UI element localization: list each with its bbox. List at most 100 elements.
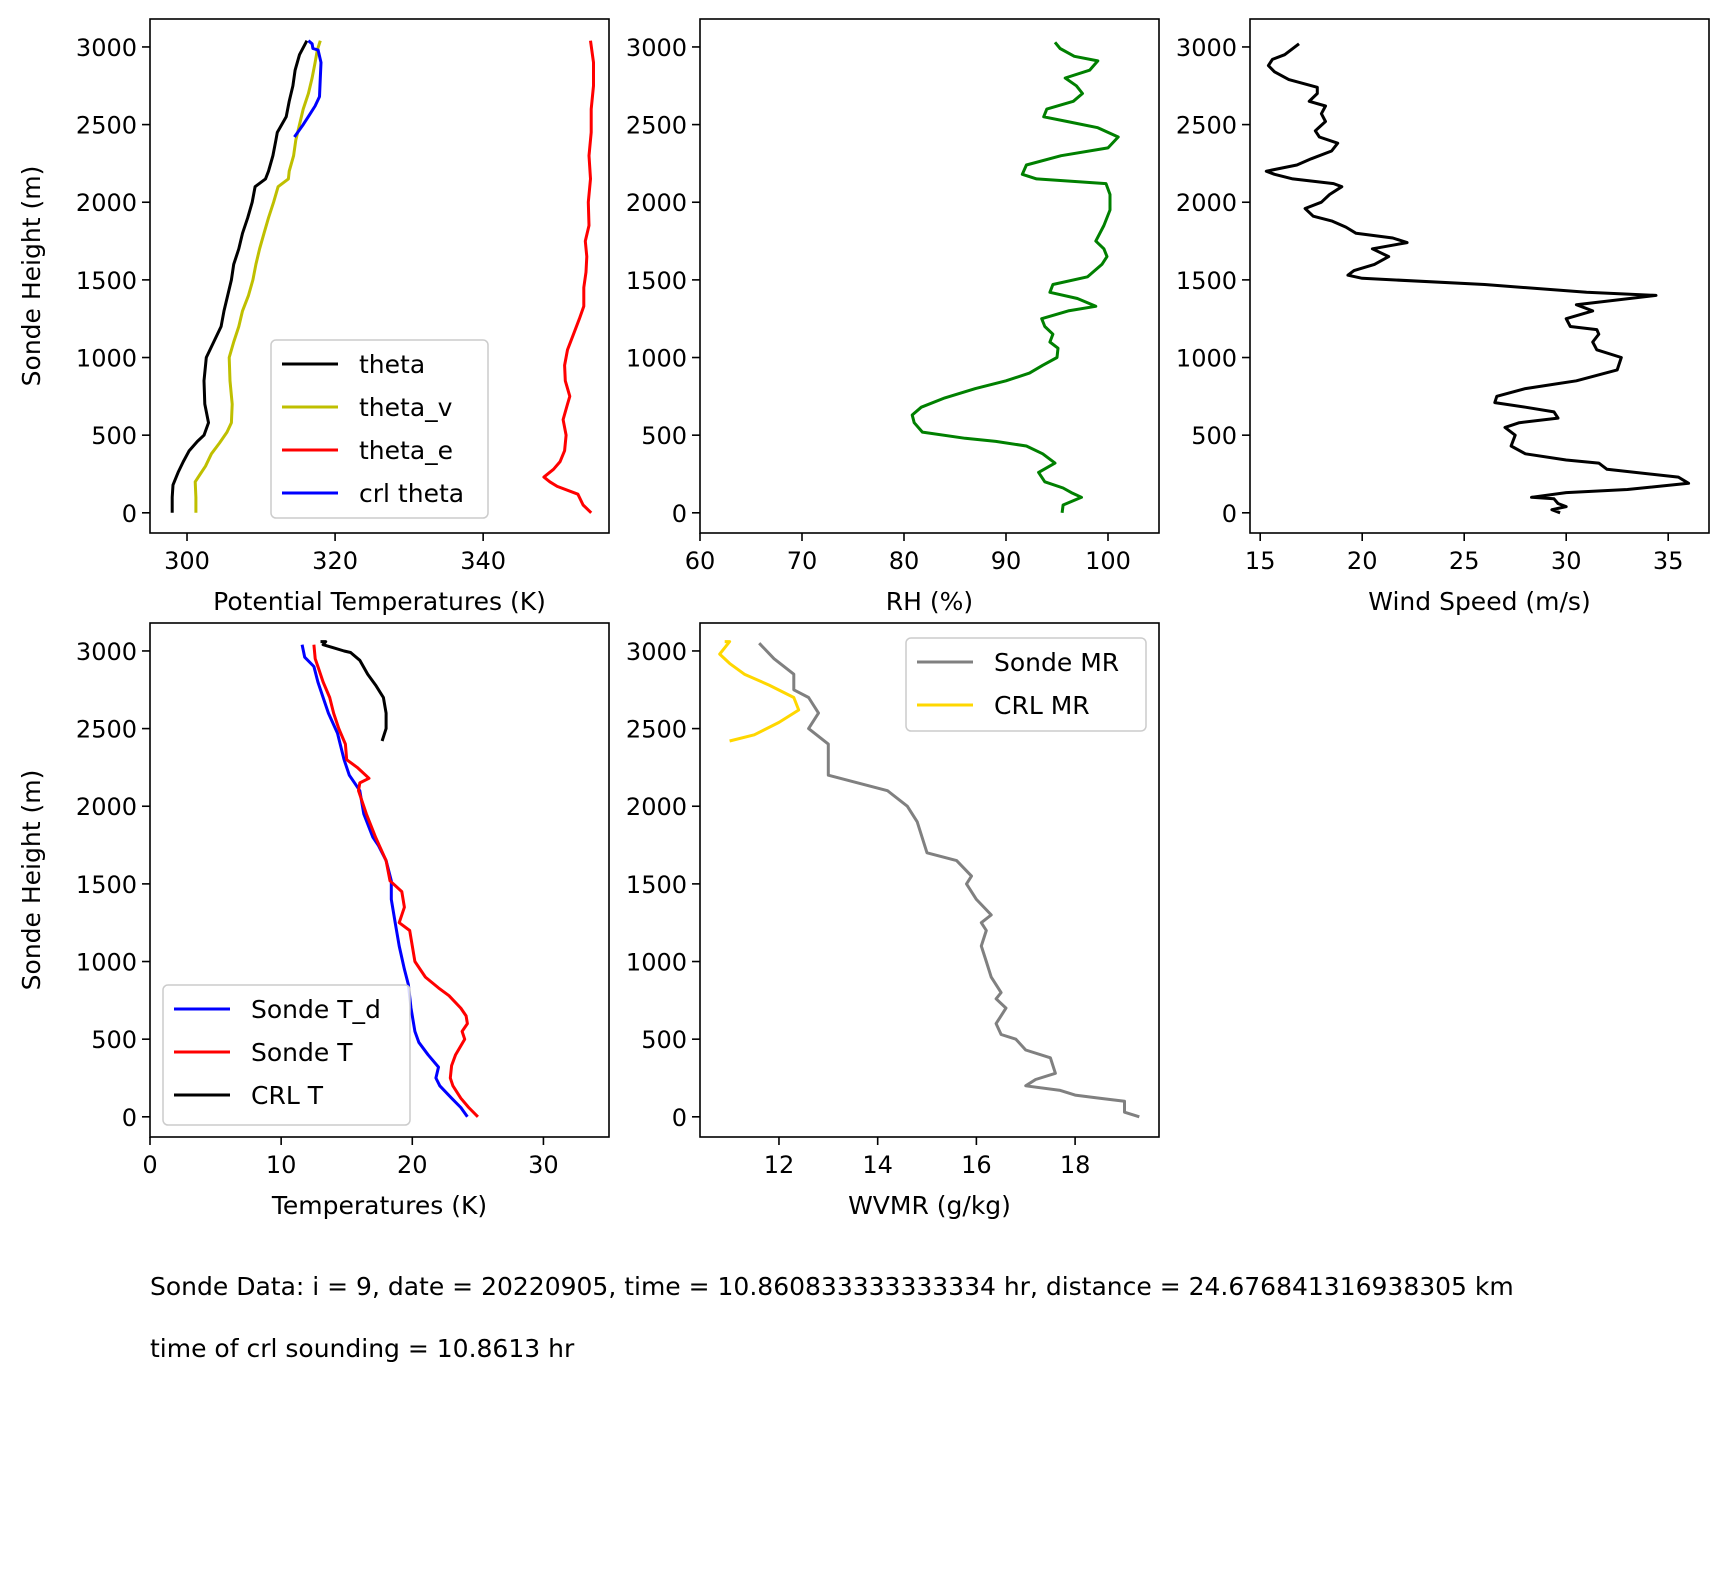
x-tick-label: 80 <box>889 547 920 575</box>
legend: Sonde T_d Sonde T CRL T <box>162 984 411 1126</box>
series-line-sonde-t <box>312 644 479 1118</box>
y-tick-label: 3000 <box>76 34 137 62</box>
x-tick-label: 16 <box>961 1151 992 1179</box>
legend-label: theta_v <box>359 393 453 422</box>
y-tick-label: 500 <box>1191 422 1237 450</box>
y-tick-label: 0 <box>672 1104 687 1132</box>
legend-label: Sonde T <box>251 1038 353 1067</box>
x-tick-label: 35 <box>1653 547 1684 575</box>
x-tick-label: 30 <box>1551 547 1582 575</box>
x-tick-label: 20 <box>397 1151 428 1179</box>
x-tick-label: 12 <box>764 1151 795 1179</box>
legend-label: theta_e <box>359 436 453 465</box>
series-line-crl-theta <box>293 39 323 138</box>
y-tick-label: 1000 <box>1176 345 1237 373</box>
axes-frame <box>149 622 610 1138</box>
y-tick-label: 1000 <box>76 345 137 373</box>
legend-label: crl theta <box>359 479 464 508</box>
sonde-info-text: Sonde Data: i = 9, date = 20220905, time… <box>150 1272 1514 1301</box>
x-tick-label: 300 <box>164 547 210 575</box>
x-axis-label: Wind Speed (m/s) <box>1368 587 1590 616</box>
y-tick-label: 500 <box>641 1026 687 1054</box>
y-tick-label: 2500 <box>626 112 687 140</box>
legend-box <box>270 339 489 519</box>
y-tick-label: 1000 <box>76 949 137 977</box>
x-axis-label: Potential Temperatures (K) <box>213 587 546 616</box>
x-tick-label: 0 <box>142 1151 157 1179</box>
x-tick-label: 20 <box>1347 547 1378 575</box>
x-tick-label: 30 <box>528 1151 559 1179</box>
y-tick-label: 2000 <box>76 793 137 821</box>
series-line-crl-mr <box>718 640 801 743</box>
series-line-sonde-mr <box>758 642 1140 1119</box>
y-tick-label: 3000 <box>76 638 137 666</box>
chart-panel-4: 0 10 20 30 0 500 1000 1500 2000 2500 3000 Temperatu… <box>17 622 610 1220</box>
legend-label: Sonde T_d <box>251 995 381 1024</box>
y-tick-label: 1000 <box>626 345 687 373</box>
axes-frame <box>699 18 1160 534</box>
x-tick-label: 320 <box>312 547 358 575</box>
x-tick-label: 90 <box>991 547 1022 575</box>
x-axis-label: RH (%) <box>886 587 973 616</box>
series-line-panel-3-1 <box>1264 42 1691 515</box>
y-tick-label: 3000 <box>626 638 687 666</box>
y-tick-label: 0 <box>672 500 687 528</box>
axes-frame <box>1249 18 1710 534</box>
y-tick-label: 500 <box>641 422 687 450</box>
y-tick-label: 2000 <box>626 793 687 821</box>
x-axis-label: WVMR (g/kg) <box>848 1191 1011 1220</box>
legend-label: CRL MR <box>994 691 1090 720</box>
y-tick-label: 0 <box>1222 500 1237 528</box>
x-axis-label: Temperatures (K) <box>271 1191 487 1220</box>
legend-label: CRL T <box>251 1081 324 1110</box>
series-line-theta-v <box>193 40 322 513</box>
y-tick-label: 2000 <box>1176 189 1237 217</box>
y-tick-label: 2500 <box>1176 112 1237 140</box>
y-tick-label: 500 <box>91 1026 137 1054</box>
y-tick-label: 2500 <box>76 112 137 140</box>
series-line-theta-e <box>542 40 595 514</box>
legend-box <box>162 984 411 1126</box>
y-tick-label: 3000 <box>626 34 687 62</box>
y-tick-label: 2500 <box>76 716 137 744</box>
series-line-theta <box>170 39 309 513</box>
chart-panel-1: 300 320 340 0 500 1000 1500 2000 2500 3000 Potenti… <box>17 18 610 616</box>
chart-panel-5: 12 14 16 18 0 500 1000 1500 2000 2500 3000 WVMR (g/… <box>626 622 1160 1220</box>
y-tick-label: 1500 <box>1176 267 1237 295</box>
crl-time-text: time of crl sounding = 10.8613 hr <box>150 1334 575 1363</box>
y-tick-label: 1500 <box>76 871 137 899</box>
x-tick-label: 340 <box>460 547 506 575</box>
series-line-crl-t <box>320 640 388 742</box>
y-tick-label: 2500 <box>626 716 687 744</box>
y-tick-label: 0 <box>122 500 137 528</box>
x-tick-label: 60 <box>685 547 716 575</box>
series-line-panel-2-1 <box>910 41 1120 513</box>
legend: Sonde MR CRL MR <box>905 637 1147 732</box>
y-tick-label: 1000 <box>626 949 687 977</box>
axes-frame <box>149 18 610 534</box>
y-tick-label: 1500 <box>626 871 687 899</box>
x-tick-label: 18 <box>1060 1151 1091 1179</box>
y-tick-label: 2000 <box>626 189 687 217</box>
x-tick-label: 25 <box>1449 547 1480 575</box>
x-tick-label: 10 <box>266 1151 297 1179</box>
y-tick-label: 2000 <box>76 189 137 217</box>
x-tick-label: 14 <box>862 1151 893 1179</box>
x-tick-label: 100 <box>1085 547 1131 575</box>
x-tick-label: 15 <box>1245 547 1276 575</box>
chart-panel-3: 15 20 25 30 35 0 500 1000 1500 2000 2500 3000 Wind S… <box>1176 18 1710 616</box>
legend-label: Sonde MR <box>994 648 1119 677</box>
y-tick-label: 500 <box>91 422 137 450</box>
y-tick-label: 1500 <box>626 267 687 295</box>
y-tick-label: 1500 <box>76 267 137 295</box>
axes-frame <box>699 622 1160 1138</box>
x-tick-label: 70 <box>787 547 818 575</box>
legend-label: theta <box>359 350 425 379</box>
y-axis-label: Sonde Height (m) <box>17 166 46 387</box>
y-axis-label: Sonde Height (m) <box>17 770 46 991</box>
y-tick-label: 3000 <box>1176 34 1237 62</box>
y-tick-label: 0 <box>122 1104 137 1132</box>
